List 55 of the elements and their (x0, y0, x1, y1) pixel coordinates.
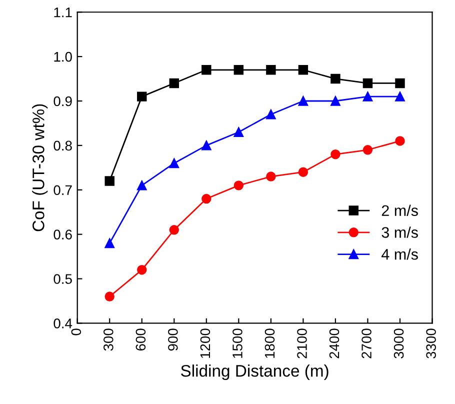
point (137, 180, 147, 190)
y-tick-label: 0.9 (54, 96, 72, 106)
y-tick-label: 0.4 (54, 318, 72, 328)
point (137, 92, 147, 102)
point (362, 145, 373, 155)
legend-label: 2 m/s (382, 204, 418, 216)
x-tick-label: 600 (136, 328, 146, 351)
point (395, 78, 405, 88)
x-tick-label: 3300 (426, 328, 436, 358)
y-tick-label: 0.7 (54, 185, 72, 196)
legend-label: 4 m/s (382, 248, 418, 260)
point (104, 292, 114, 302)
point (234, 65, 244, 75)
point (169, 158, 179, 168)
point (395, 136, 405, 146)
point (298, 65, 308, 75)
point (202, 65, 212, 75)
point (266, 65, 276, 75)
point (202, 194, 212, 204)
point (330, 74, 340, 84)
point (395, 92, 405, 102)
x-axis-title: Sliding Distance (m) (181, 364, 328, 380)
point (266, 172, 276, 182)
x-tick-label: 1500 (232, 328, 242, 358)
point (362, 92, 373, 102)
y-tick-label: 1.0 (54, 52, 72, 62)
point (169, 225, 179, 235)
point (266, 109, 276, 120)
y-tick-label: 0.5 (54, 274, 72, 284)
x-tick-label: 2700 (362, 328, 372, 358)
point (298, 167, 308, 177)
point (169, 78, 179, 88)
x-tick-label: 2100 (297, 328, 307, 358)
y-tick-label: 0.6 (54, 230, 72, 240)
point (104, 176, 114, 186)
x-tick-label: 1800 (264, 328, 275, 358)
point (234, 180, 244, 190)
x-tick-label: 2400 (329, 328, 340, 358)
x-tick-label: 900 (168, 328, 178, 351)
x-tick-label: 300 (104, 328, 114, 351)
point (362, 78, 373, 88)
y-tick-label: 1.1 (54, 8, 72, 18)
x-tick-label: 3000 (394, 328, 404, 358)
y-tick-label: 0.8 (54, 140, 72, 151)
x-tick-label: 0 (71, 328, 82, 336)
point (202, 140, 212, 150)
y-axis-title: CoF (UT-30 wt%) (32, 104, 48, 232)
point (330, 96, 340, 106)
point (104, 238, 114, 248)
point (137, 265, 147, 275)
x-tick-label: 1200 (200, 328, 210, 358)
point (298, 96, 308, 106)
legend-label: 3 m/s (382, 226, 418, 238)
point (234, 127, 244, 137)
point (330, 149, 340, 160)
